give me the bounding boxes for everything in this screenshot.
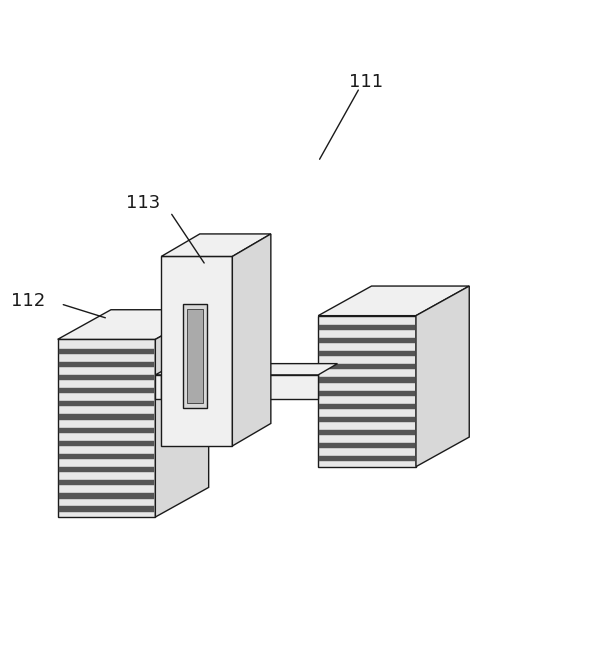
Polygon shape	[320, 443, 415, 448]
Text: 111: 111	[349, 73, 383, 91]
Polygon shape	[161, 257, 233, 446]
Polygon shape	[320, 390, 415, 396]
Polygon shape	[59, 415, 154, 420]
Polygon shape	[320, 403, 415, 409]
Polygon shape	[59, 428, 154, 433]
Polygon shape	[320, 456, 415, 461]
Text: 112: 112	[11, 292, 45, 310]
Polygon shape	[233, 364, 337, 375]
Polygon shape	[320, 351, 415, 356]
Polygon shape	[233, 234, 271, 446]
Polygon shape	[59, 388, 154, 393]
Polygon shape	[59, 506, 154, 512]
Polygon shape	[59, 348, 154, 354]
Text: 113: 113	[126, 194, 161, 212]
Polygon shape	[320, 338, 415, 343]
Polygon shape	[59, 480, 154, 485]
Polygon shape	[320, 417, 415, 422]
Polygon shape	[187, 309, 203, 403]
Polygon shape	[59, 402, 154, 407]
Polygon shape	[59, 441, 154, 446]
Polygon shape	[59, 467, 154, 472]
Polygon shape	[59, 454, 154, 459]
Polygon shape	[320, 430, 415, 435]
Polygon shape	[233, 375, 318, 398]
Polygon shape	[58, 339, 155, 517]
Polygon shape	[320, 364, 415, 369]
Polygon shape	[155, 360, 182, 375]
Polygon shape	[155, 310, 209, 517]
Polygon shape	[155, 375, 161, 398]
Polygon shape	[318, 316, 416, 466]
Polygon shape	[183, 304, 208, 408]
Polygon shape	[416, 286, 469, 466]
Polygon shape	[161, 234, 271, 257]
Polygon shape	[59, 375, 154, 380]
Polygon shape	[59, 493, 154, 498]
Polygon shape	[318, 286, 469, 316]
Polygon shape	[320, 377, 415, 383]
Polygon shape	[59, 362, 154, 367]
Polygon shape	[320, 325, 415, 330]
Polygon shape	[58, 310, 209, 339]
